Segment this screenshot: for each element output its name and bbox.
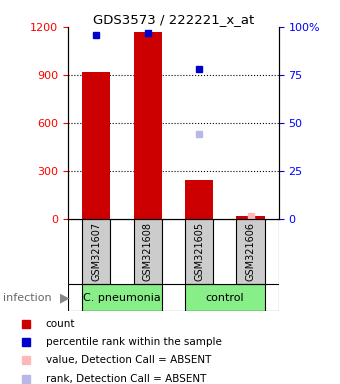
Bar [134, 219, 162, 284]
Text: value, Detection Call = ABSENT: value, Detection Call = ABSENT [46, 356, 211, 366]
Bar [185, 284, 265, 311]
Bar [82, 72, 110, 219]
Bar [185, 219, 213, 284]
Text: GSM321606: GSM321606 [245, 222, 256, 281]
Bar [236, 216, 265, 219]
Text: GSM321607: GSM321607 [91, 222, 101, 281]
Text: count: count [46, 319, 75, 329]
Text: GSM321608: GSM321608 [143, 222, 153, 281]
Text: rank, Detection Call = ABSENT: rank, Detection Call = ABSENT [46, 374, 206, 384]
Bar [134, 31, 162, 219]
Bar [236, 219, 265, 284]
Bar [82, 219, 110, 284]
Bar [185, 180, 213, 219]
Text: GSM321605: GSM321605 [194, 222, 204, 281]
Text: control: control [205, 293, 244, 303]
Text: percentile rank within the sample: percentile rank within the sample [46, 337, 221, 347]
Bar [82, 284, 162, 311]
Text: C. pneumonia: C. pneumonia [83, 293, 161, 303]
Text: infection: infection [3, 293, 52, 303]
Title: GDS3573 / 222221_x_at: GDS3573 / 222221_x_at [93, 13, 254, 26]
Text: ▶: ▶ [59, 291, 69, 304]
